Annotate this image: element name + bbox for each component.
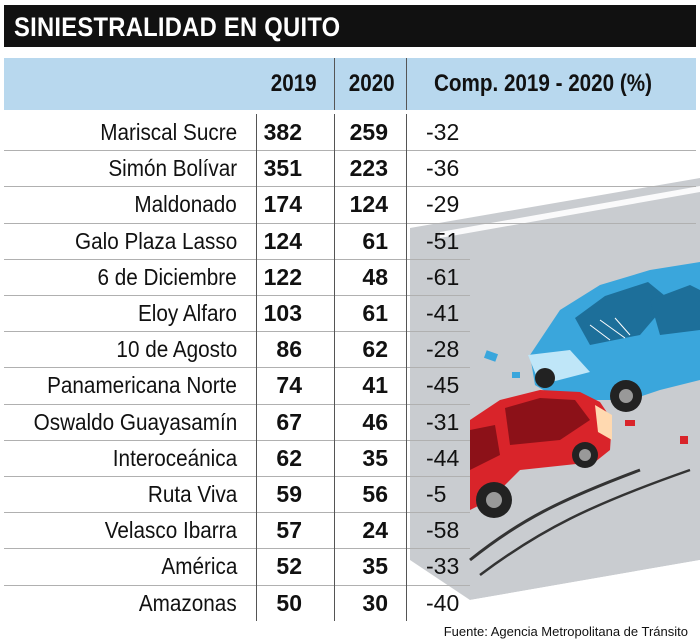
header-divider: [334, 58, 335, 110]
value-2019: 122: [263, 263, 302, 290]
row-divider: [4, 331, 470, 333]
row-label: 6 de Diciembre: [97, 263, 237, 290]
value-comp: -29: [426, 191, 460, 218]
value-2019: 86: [276, 336, 302, 363]
value-2020: 48: [362, 263, 388, 290]
column-divider: [256, 114, 257, 621]
title-bar: SINIESTRALIDAD EN QUITO: [4, 5, 696, 47]
row-label: Simón Bolívar: [108, 155, 237, 182]
value-2020: 259: [349, 119, 388, 145]
value-comp: -44: [426, 444, 460, 471]
row-divider: [4, 548, 470, 550]
header-divider: [406, 58, 407, 110]
road-edge: [470, 560, 700, 643]
value-2020: 62: [362, 336, 388, 363]
road-stripe: [440, 186, 700, 238]
value-2019: 57: [276, 517, 302, 544]
debris-shape: [483, 350, 499, 362]
value-2020: 24: [362, 517, 388, 544]
column-divider: [406, 114, 407, 621]
red-car-shape: [470, 390, 612, 518]
column-header-comp: Comp. 2019 - 2020 (%): [434, 70, 652, 97]
row-divider: [4, 512, 470, 514]
row-divider: [4, 584, 470, 586]
value-comp: -40: [426, 589, 460, 616]
debris-shape: [680, 436, 688, 444]
value-2020: 35: [362, 553, 388, 580]
column-header-2019: 2019: [270, 70, 317, 97]
value-2019: 351: [263, 155, 302, 182]
value-2020: 124: [349, 191, 388, 218]
row-label: Amazonas: [139, 589, 237, 616]
source-note: Fuente: Agencia Metropolitana de Tránsit…: [443, 624, 688, 639]
row-label: Eloy Alfaro: [138, 300, 237, 326]
row-divider: [4, 258, 470, 260]
value-2020: 46: [362, 408, 388, 435]
blue-car-shape: [528, 262, 700, 412]
value-comp: -61: [426, 263, 460, 290]
row-label: Maldonado: [134, 191, 237, 218]
value-comp: -28: [426, 336, 460, 363]
row-divider: [4, 295, 470, 296]
row-label: América: [161, 553, 237, 580]
row-divider: [4, 150, 696, 152]
value-comp: -5: [426, 481, 447, 507]
value-2020: 61: [362, 227, 388, 254]
row-label: Galo Plaza Lasso: [74, 227, 237, 254]
row-divider: [4, 222, 696, 224]
value-comp: -31: [426, 408, 460, 435]
value-2019: 52: [276, 553, 302, 580]
debris-shape: [512, 372, 520, 378]
value-comp: -58: [426, 517, 460, 544]
row-label: Velasco Ibarra: [104, 517, 237, 544]
value-2020: 35: [362, 444, 388, 471]
value-comp: -33: [426, 553, 460, 580]
value-2019: 62: [276, 444, 302, 471]
value-2019: 382: [263, 119, 302, 145]
column-header-2020: 2020: [348, 70, 395, 97]
value-2020: 56: [362, 481, 388, 507]
column-divider: [334, 114, 335, 621]
debris-shape: [625, 420, 635, 426]
value-2019: 124: [263, 227, 302, 254]
row-divider: [4, 403, 470, 405]
value-comp: -41: [426, 300, 460, 326]
value-2019: 50: [276, 589, 302, 616]
value-comp: -36: [426, 155, 460, 182]
row-label: Ruta Viva: [147, 481, 237, 507]
skid-mark: [469, 468, 641, 562]
row-divider: [4, 367, 470, 369]
row-label: Mariscal Sucre: [100, 119, 237, 145]
row-label: Panamericana Norte: [47, 372, 237, 399]
row-label: Interoceánica: [112, 444, 237, 471]
value-2019: 103: [263, 300, 302, 326]
row-divider: [4, 439, 470, 441]
value-comp: -51: [426, 227, 460, 254]
value-2020: 61: [362, 300, 388, 326]
table-header: 2019 2020 Comp. 2019 - 2020 (%): [4, 58, 696, 110]
row-divider: [4, 186, 696, 188]
value-2019: 74: [276, 372, 302, 399]
row-divider: [4, 476, 470, 477]
value-2020: 30: [362, 589, 388, 616]
chart-title: SINIESTRALIDAD EN QUITO: [14, 12, 341, 42]
value-comp: -45: [426, 372, 460, 399]
value-comp: -32: [426, 119, 460, 145]
skid-mark: [479, 468, 691, 577]
row-label: 10 de Agosto: [116, 336, 237, 363]
value-2020: 41: [362, 372, 388, 399]
row-label: Oswaldo Guayasamín: [33, 408, 237, 435]
cracked-glass: [589, 317, 631, 341]
value-2019: 67: [276, 408, 302, 435]
value-2019: 59: [276, 481, 302, 507]
value-2019: 174: [263, 191, 302, 218]
value-2020: 223: [349, 155, 388, 182]
